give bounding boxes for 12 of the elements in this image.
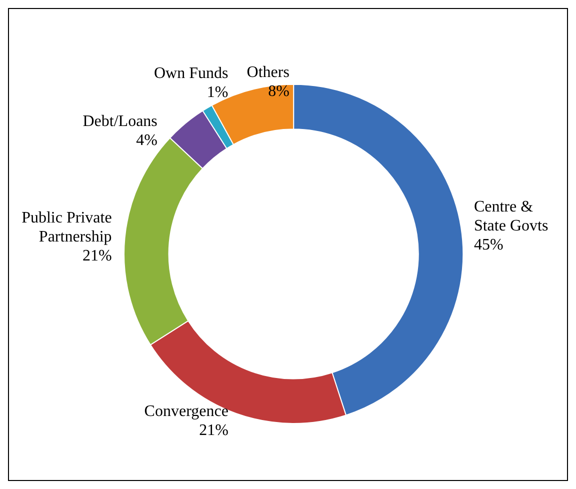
slice-label: Centre & State Govts [474, 198, 548, 235]
slice-label: Own Funds [154, 65, 228, 82]
slice-label: Public Private Partnership [22, 210, 112, 246]
data-label: 45% [474, 236, 504, 254]
data-label: 21% [199, 422, 228, 439]
data-label: 4% [136, 132, 158, 150]
slice-label: Others [246, 64, 290, 81]
data-label: 8% [268, 82, 290, 100]
slice-label: Convergence [144, 402, 228, 420]
data-label: 1% [206, 84, 228, 102]
data-label: 21% [82, 248, 112, 265]
slice-label: Debt/Loans [82, 113, 158, 130]
